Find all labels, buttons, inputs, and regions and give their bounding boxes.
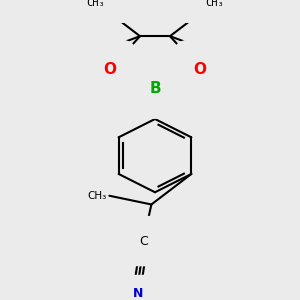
Text: CH₃: CH₃ [86,0,105,8]
Text: CH₃: CH₃ [83,51,102,61]
Text: O: O [103,62,116,77]
Text: B: B [149,81,161,96]
Text: CH₃: CH₃ [87,191,106,201]
Text: O: O [194,62,206,77]
Text: CH₃: CH₃ [205,0,224,8]
Text: N: N [133,287,144,300]
Text: CH₃: CH₃ [208,51,227,61]
Text: C: C [139,235,148,248]
